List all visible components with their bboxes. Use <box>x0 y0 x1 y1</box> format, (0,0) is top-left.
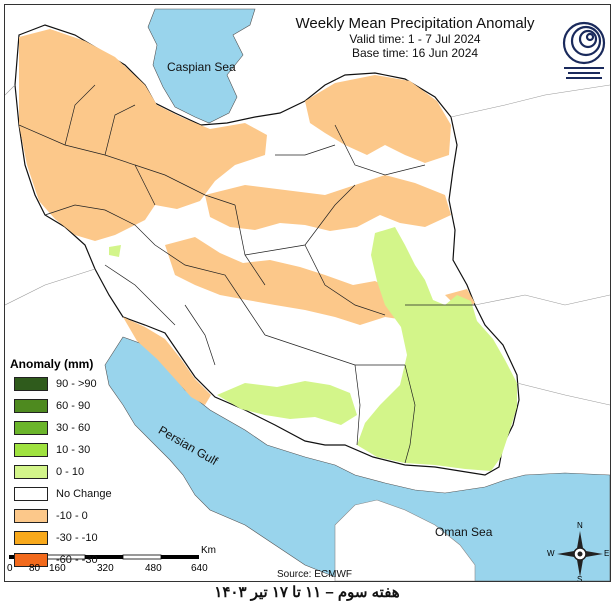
legend-swatch <box>14 443 48 457</box>
organization-logo <box>562 21 606 79</box>
map-title: Weekly Mean Precipitation Anomaly <box>295 15 535 32</box>
persian-gulf-sea <box>104 336 610 581</box>
legend-item: 90 - >90 <box>10 373 140 395</box>
scale-tick: 480 <box>145 563 162 574</box>
compass-n: N <box>577 521 583 530</box>
legend-item: -30 - -10 <box>10 527 140 549</box>
legend-swatch <box>14 553 48 567</box>
legend-item: -60 - -30 <box>10 549 140 571</box>
legend-swatch <box>14 487 48 501</box>
legend-swatch <box>14 399 48 413</box>
legend-swatch <box>14 509 48 523</box>
arabian-land <box>334 499 476 581</box>
persian-footer: هفته سوم – ۱۱ تا ۱۷ تیر ۱۴۰۳ <box>214 584 400 601</box>
scale-unit: Km <box>201 545 216 556</box>
base-time: Base time: 16 Jun 2024 <box>351 46 479 60</box>
legend-item: No Change <box>10 483 140 505</box>
oman-sea-label: Oman Sea <box>435 525 493 539</box>
caspian-sea <box>147 8 256 124</box>
legend-swatch <box>14 421 48 435</box>
legend-label: No Change <box>56 488 112 500</box>
compass-w: W <box>547 549 555 558</box>
legend-label: -60 - -30 <box>56 554 98 566</box>
province-boundaries <box>18 84 475 464</box>
precipitation-map <box>5 8 610 581</box>
legend-swatch <box>14 377 48 391</box>
compass-s: S <box>577 575 583 582</box>
valid-time: Valid time: 1 - 7 Jul 2024 <box>349 32 481 46</box>
positive-anomaly-areas <box>109 227 517 471</box>
legend-label: -30 - -10 <box>56 532 98 544</box>
caspian-sea-label: Caspian Sea <box>167 60 236 74</box>
legend-label: 90 - >90 <box>56 378 97 390</box>
scale-tick: 80 <box>29 563 41 574</box>
scale-tick: 0 <box>7 563 13 574</box>
scale-tick: 160 <box>49 563 66 574</box>
legend-label: 0 - 10 <box>56 466 85 478</box>
legend-label: 30 - 60 <box>56 422 91 434</box>
legend-swatch <box>14 531 48 545</box>
legend-label: 60 - 90 <box>56 400 91 412</box>
map-header: Weekly Mean Precipitation Anomaly Valid … <box>255 15 575 60</box>
country-borders <box>5 84 610 406</box>
legend-swatch <box>14 465 48 479</box>
legend-title: Anomaly (mm) <box>10 357 94 371</box>
legend-item: -10 - 0 <box>10 505 140 527</box>
map-frame: Weekly Mean Precipitation Anomaly Valid … <box>4 4 611 582</box>
source-label: Source: ECMWF <box>277 569 353 580</box>
legend-item: 0 - 10 <box>10 461 140 483</box>
legend-item: 60 - 90 <box>10 395 140 417</box>
legend-item: 10 - 30 <box>10 439 140 461</box>
legend: Anomaly (mm) 90 - >90 60 - 90 30 - 60 10… <box>10 357 140 571</box>
compass-icon <box>557 531 603 577</box>
legend-label: 10 - 30 <box>56 444 91 456</box>
legend-label: -10 - 0 <box>56 510 88 522</box>
scale-tick: 320 <box>97 563 114 574</box>
scale-tick: 640 <box>191 563 208 574</box>
compass-rose: N S E W <box>547 521 610 582</box>
legend-item: 30 - 60 <box>10 417 140 439</box>
compass-e: E <box>604 549 610 558</box>
scale-ticks: 0 80 160 320 480 640 <box>5 563 215 575</box>
